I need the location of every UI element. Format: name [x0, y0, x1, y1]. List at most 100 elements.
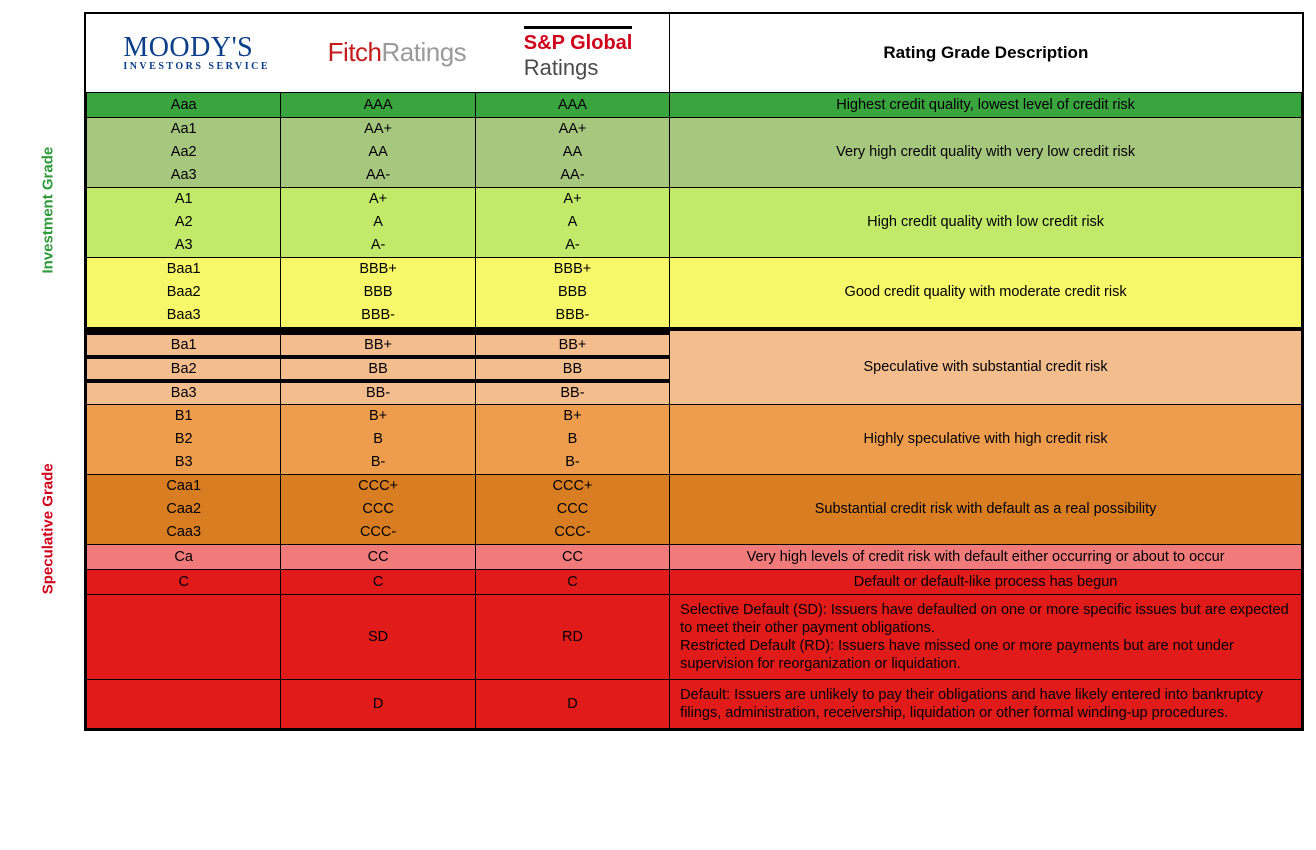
rating-value: BBB+: [476, 258, 669, 281]
rating-cell: AA+AAAA-: [281, 117, 475, 187]
rating-band-a: A1A2A3A+AA-A+AA-High credit quality with…: [87, 187, 1302, 257]
rating-band-sd: SDRDSelective Default (SD): Issuers have…: [87, 594, 1302, 680]
rating-value: AA-: [281, 164, 474, 187]
rating-cell: CCC+CCCCCC-: [475, 474, 669, 544]
rating-cell: A+AA-: [475, 187, 669, 257]
rating-description: High credit quality with low credit risk: [670, 187, 1302, 257]
rating-value: Ba3: [87, 381, 280, 404]
side-label-investment: Investment Grade: [12, 92, 84, 329]
rating-cell: Ba1Ba2Ba3: [87, 329, 281, 405]
rating-value: BBB+: [281, 258, 474, 281]
rating-value: Ca: [87, 545, 280, 568]
rating-cell: B+BB-: [281, 404, 475, 474]
rating-value: AA+: [281, 118, 474, 141]
rating-cell: [87, 680, 281, 729]
rating-value: A+: [281, 188, 474, 211]
rating-value: B+: [476, 405, 669, 428]
rating-value: Baa3: [87, 304, 280, 327]
rating-value: Caa1: [87, 475, 280, 498]
rating-cell: AA+AAAA-: [475, 117, 669, 187]
rating-cell: D: [281, 680, 475, 729]
agency-logos: MOODY'S INVESTORS SERVICE FitchRatings S…: [87, 14, 670, 92]
rating-value: CC: [281, 545, 474, 568]
rating-value: C: [87, 570, 280, 593]
rating-value: B1: [87, 405, 280, 428]
rating-value: B-: [476, 451, 669, 474]
rating-value: D: [281, 693, 474, 716]
rating-value: B: [476, 428, 669, 451]
rating-description: Highly speculative with high credit risk: [670, 404, 1302, 474]
header-row: MOODY'S INVESTORS SERVICE FitchRatings S…: [87, 14, 1302, 92]
rating-description: Substantial credit risk with default as …: [670, 474, 1302, 544]
rating-value: C: [281, 570, 474, 593]
rating-value: AA+: [476, 118, 669, 141]
rating-cell: D: [475, 680, 669, 729]
rating-band-c: CCCDefault or default-like process has b…: [87, 569, 1302, 594]
rating-value: CCC+: [281, 475, 474, 498]
rating-value: BBB: [281, 281, 474, 304]
sp-logo-part2: Ratings: [524, 55, 599, 80]
rating-value: BB-: [476, 381, 669, 404]
rating-value: B3: [87, 451, 280, 474]
rating-band-aa: Aa1Aa2Aa3AA+AAAA-AA+AAAA-Very high credi…: [87, 117, 1302, 187]
rating-value: Ba1: [87, 333, 280, 357]
moodys-logo: MOODY'S INVESTORS SERVICE: [123, 34, 270, 72]
rating-value: B: [281, 428, 474, 451]
rating-cell: Aa1Aa2Aa3: [87, 117, 281, 187]
rating-value: Caa3: [87, 521, 280, 544]
rating-value: A2: [87, 211, 280, 234]
fitch-logo-part1: Fitch: [328, 37, 382, 67]
rating-value: RD: [476, 625, 669, 648]
rating-value: AA-: [476, 164, 669, 187]
rating-value: BBB-: [476, 304, 669, 327]
rating-value: AA: [281, 141, 474, 164]
rating-cell: AAA: [475, 92, 669, 117]
rating-value: CCC: [281, 498, 474, 521]
rating-band-cc: CaCCCCVery high levels of credit risk wi…: [87, 544, 1302, 569]
rating-value: B+: [281, 405, 474, 428]
rating-description: Default: Issuers are unlikely to pay the…: [670, 680, 1302, 729]
rating-value: A3: [87, 234, 280, 257]
rating-cell: B+BB-: [475, 404, 669, 474]
rating-value: C: [476, 570, 669, 593]
rating-band-ccc: Caa1Caa2Caa3CCC+CCCCCC-CCC+CCCCCC-Substa…: [87, 474, 1302, 544]
rating-value: A-: [281, 234, 474, 257]
fitch-logo: FitchRatings: [328, 37, 467, 68]
rating-table-container: MOODY'S INVESTORS SERVICE FitchRatings S…: [84, 12, 1304, 731]
rating-description: Highest credit quality, lowest level of …: [670, 92, 1302, 117]
rating-value: AAA: [476, 93, 669, 116]
rating-value: BB+: [476, 333, 669, 357]
rating-cell: C: [87, 569, 281, 594]
rating-cell: BB+BBBB-: [475, 329, 669, 405]
rating-description: Default or default-like process has begu…: [670, 569, 1302, 594]
rating-cell: CC: [281, 544, 475, 569]
rating-description: Selective Default (SD): Issuers have def…: [670, 594, 1302, 680]
rating-cell: AAA: [281, 92, 475, 117]
rating-cell: BBB+BBBBBB-: [475, 257, 669, 329]
rating-cell: Caa1Caa2Caa3: [87, 474, 281, 544]
rating-value: BBB-: [281, 304, 474, 327]
rating-cell: Aaa: [87, 92, 281, 117]
rating-value: A-: [476, 234, 669, 257]
rating-band-bb: Ba1Ba2Ba3BB+BBBB-BB+BBBB-Speculative wit…: [87, 329, 1302, 405]
rating-value: CCC-: [476, 521, 669, 544]
rating-value: B2: [87, 428, 280, 451]
rating-value: BB: [476, 357, 669, 381]
rating-cell: BBB+BBBBBB-: [281, 257, 475, 329]
rating-value: CCC: [476, 498, 669, 521]
rating-cell: BB+BBBB-: [281, 329, 475, 405]
sp-logo: S&P Global Ratings: [524, 26, 633, 80]
rating-value: [87, 625, 280, 648]
side-label-speculative: Speculative Grade: [12, 329, 84, 729]
side-labels: Investment Grade Speculative Grade: [12, 12, 84, 731]
rating-band-b: B1B2B3B+BB-B+BB-Highly speculative with …: [87, 404, 1302, 474]
moodys-logo-line1: MOODY'S: [123, 34, 270, 62]
rating-description: Speculative with substantial credit risk: [670, 329, 1302, 405]
rating-value: AAA: [281, 93, 474, 116]
rating-cell: CC: [475, 544, 669, 569]
fitch-logo-part2: Ratings: [382, 37, 467, 67]
rating-value: Baa1: [87, 258, 280, 281]
rating-description: Very high levels of credit risk with def…: [670, 544, 1302, 569]
rating-cell: Ca: [87, 544, 281, 569]
rating-table-wrap: Investment Grade Speculative Grade MOODY…: [12, 12, 1304, 731]
